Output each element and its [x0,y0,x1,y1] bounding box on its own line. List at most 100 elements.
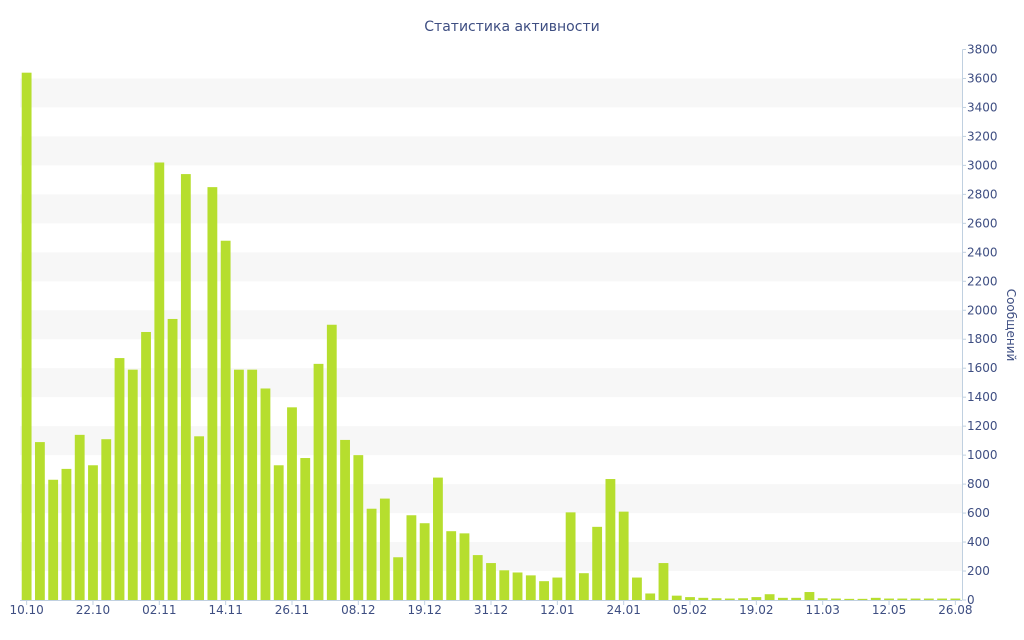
bar [777,597,788,600]
bar [74,434,85,600]
bar [114,358,125,600]
bar [247,369,258,600]
bar [817,598,828,600]
bar [353,455,364,600]
x-tick-label: 05.02 [673,603,707,617]
x-tick-label: 26.11 [275,603,309,617]
bar [923,598,934,600]
x-tick-label: 22.10 [76,603,110,617]
bar [791,597,802,600]
bar [698,597,709,600]
bar [154,162,165,600]
bar [884,598,894,600]
y-tick-label: 1200 [967,419,998,433]
bar [459,533,470,600]
y-tick-label: 2800 [967,187,998,201]
y-tick-label: 3800 [967,43,998,57]
bar [910,598,921,600]
bar [499,570,510,600]
bar [552,577,563,600]
plot-band [20,136,962,166]
bar [565,512,576,600]
bar [857,598,868,600]
x-tick-label: 26.08 [938,603,972,617]
bar [207,187,218,601]
y-tick-label: 2600 [967,216,998,230]
x-tick-label: 14.11 [208,603,242,617]
y-tick-label: 1400 [967,390,998,404]
x-tick-label: 12.05 [872,603,906,617]
y-tick-label: 1600 [967,361,998,375]
bar [605,479,616,600]
y-tick-label: 400 [967,535,990,549]
bar [512,572,523,600]
bar [645,593,656,600]
bar [287,407,297,600]
bar [419,523,430,600]
y-tick-label: 1800 [967,332,998,346]
bar [618,511,629,600]
bar [472,555,483,600]
bar [525,575,536,600]
y-tick-label: 3400 [967,100,998,114]
plot-band [20,194,962,224]
bar [34,442,45,600]
bar [433,477,443,600]
x-tick-label: 24.01 [607,603,641,617]
bar [937,598,948,600]
x-tick-label: 19.12 [407,603,441,617]
bar [539,581,549,600]
bar [300,458,311,600]
bar [870,597,881,600]
bar [751,597,762,600]
bar [844,598,855,600]
bar [804,592,815,600]
y-tick-label: 600 [967,506,990,520]
x-tick-label: 10.10 [9,603,43,617]
x-tick-label: 12.01 [540,603,574,617]
y-tick-label: 2200 [967,274,998,288]
bar [724,598,735,600]
y-tick-label: 2000 [967,303,998,317]
y-tick-label: 200 [967,564,990,578]
x-tick-label: 19.02 [739,603,773,617]
bar [658,563,669,600]
bar [632,577,642,600]
bar [167,318,178,600]
x-axis-labels: 10.10 22.10 02.11 14.11 26.11 08.12 19.12 31.12… [9,600,973,617]
plot-band [20,78,962,108]
bar [950,598,961,600]
bar [671,595,682,600]
bar [101,439,112,600]
y-tick-label: 1000 [967,448,998,462]
bar [366,508,377,600]
y-tick-label: 3600 [967,71,998,85]
chart-title: Статистика активности [424,19,599,35]
bar [393,557,404,600]
x-tick-label: 02.11 [142,603,176,617]
bar [831,598,841,600]
x-tick-label: 31.12 [474,603,508,617]
y-tick-label: 0 [967,593,975,607]
bar [326,324,337,600]
plot-band [20,252,962,282]
x-tick-label: 08.12 [341,603,375,617]
bar [273,465,284,600]
y-tick-label: 2400 [967,245,998,259]
y-axis-labels: 0 200 400 600 800 1000 1200 1400 1600 1800 2000 220… [962,43,998,607]
bar [88,465,98,600]
bar [21,72,32,601]
bar [313,363,324,600]
bar [127,369,138,600]
bar [260,388,271,600]
bar [446,531,457,600]
bar [234,369,244,600]
bar [578,573,589,600]
bar [897,598,908,600]
bar [486,563,496,600]
y-axis-title: Сообщений [1004,289,1018,362]
bar [406,515,417,600]
bar [340,439,350,600]
y-tick-label: 3000 [967,158,998,172]
